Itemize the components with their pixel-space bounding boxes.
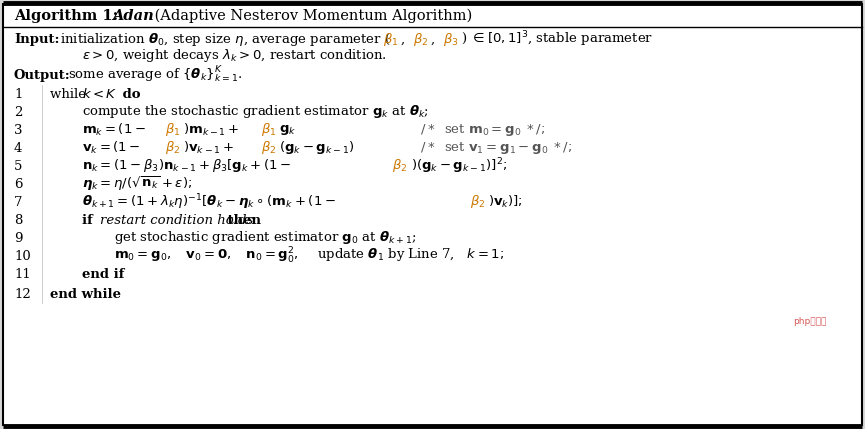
Text: 2: 2 bbox=[14, 106, 22, 118]
Text: compute the stochastic gradient estimator $\mathbf{g}_k$ at $\boldsymbol{\theta}: compute the stochastic gradient estimato… bbox=[82, 103, 429, 121]
Text: $/*\;$ set $\mathbf{m}_0 = \mathbf{g}_0\;*/;$: $/*\;$ set $\mathbf{m}_0 = \mathbf{g}_0\… bbox=[420, 122, 545, 138]
Text: then: then bbox=[223, 214, 261, 227]
Text: Output:: Output: bbox=[14, 69, 71, 82]
Text: $\mathbf{g}_k$: $\mathbf{g}_k$ bbox=[279, 123, 297, 137]
Text: $\beta_2$: $\beta_2$ bbox=[470, 193, 485, 211]
Text: 3: 3 bbox=[14, 124, 22, 136]
Text: $)\mathbf{m}_{k-1} + $: $)\mathbf{m}_{k-1} + $ bbox=[183, 122, 240, 138]
Text: $(\mathbf{g}_k - \mathbf{g}_{k-1})$: $(\mathbf{g}_k - \mathbf{g}_{k-1})$ bbox=[279, 139, 355, 157]
Text: 8: 8 bbox=[14, 214, 22, 227]
Text: if: if bbox=[82, 214, 98, 227]
Text: $\beta_1$: $\beta_1$ bbox=[383, 30, 399, 48]
Text: ) $\in [0,1]^3$, stable parameter: ) $\in [0,1]^3$, stable parameter bbox=[461, 29, 653, 49]
Text: $)\mathbf{v}_{k-1} + $: $)\mathbf{v}_{k-1} + $ bbox=[183, 140, 234, 156]
Text: Input:: Input: bbox=[14, 33, 60, 45]
Text: $\mathbf{m}_0 = \mathbf{g}_0,$   $\mathbf{v}_0 = \mathbf{0},$   $\mathbf{n}_0 = : $\mathbf{m}_0 = \mathbf{g}_0,$ $\mathbf{… bbox=[114, 246, 504, 266]
Text: $\mathbf{m}_k = (1 - $: $\mathbf{m}_k = (1 - $ bbox=[82, 122, 146, 138]
Text: some average of $\{\boldsymbol{\theta}_k\}_{k=1}^{K}$.: some average of $\{\boldsymbol{\theta}_k… bbox=[68, 65, 242, 85]
Text: $\beta_2$: $\beta_2$ bbox=[165, 139, 181, 157]
Text: $\beta_1$: $\beta_1$ bbox=[261, 121, 277, 139]
Text: end if: end if bbox=[82, 268, 125, 281]
Text: end while: end while bbox=[50, 287, 121, 300]
Text: 6: 6 bbox=[14, 178, 22, 190]
Text: 11: 11 bbox=[14, 268, 31, 281]
Text: $)\mathbf{v}_k)];$: $)\mathbf{v}_k)];$ bbox=[488, 194, 522, 210]
Text: $\beta_2$: $\beta_2$ bbox=[413, 30, 428, 48]
Text: 4: 4 bbox=[14, 142, 22, 154]
Text: do: do bbox=[118, 88, 140, 100]
Text: $\beta_3$: $\beta_3$ bbox=[443, 30, 458, 48]
Text: php中文网: php中文网 bbox=[793, 317, 827, 326]
Text: while: while bbox=[50, 88, 90, 100]
Text: $\beta_1$: $\beta_1$ bbox=[165, 121, 181, 139]
Text: ,: , bbox=[431, 33, 439, 45]
Text: $k < K$: $k < K$ bbox=[82, 87, 118, 101]
Text: 7: 7 bbox=[14, 196, 22, 208]
Text: get stochastic gradient estimator $\mathbf{g}_0$ at $\boldsymbol{\theta}_{k+1}$;: get stochastic gradient estimator $\math… bbox=[114, 230, 417, 247]
Text: $)(\mathbf{g}_k - \mathbf{g}_{k-1})]^2;$: $)(\mathbf{g}_k - \mathbf{g}_{k-1})]^2;$ bbox=[411, 156, 507, 176]
Text: $\boldsymbol{\theta}_{k+1} = (1+\lambda_k\eta)^{-1}[\boldsymbol{\theta}_k - \bol: $\boldsymbol{\theta}_{k+1} = (1+\lambda_… bbox=[82, 192, 336, 212]
Text: 9: 9 bbox=[14, 232, 22, 245]
Text: ,: , bbox=[401, 33, 409, 45]
Text: restart condition holds: restart condition holds bbox=[100, 214, 253, 227]
Text: (Adaptive Nesterov Momentum Algorithm): (Adaptive Nesterov Momentum Algorithm) bbox=[150, 9, 472, 23]
Text: $\mathbf{n}_k = (1-\beta_3)\mathbf{n}_{k-1} + \beta_3[\mathbf{g}_k + (1 - $: $\mathbf{n}_k = (1-\beta_3)\mathbf{n}_{k… bbox=[82, 157, 292, 175]
Text: $\mathbf{v}_k = (1 - $: $\mathbf{v}_k = (1 - $ bbox=[82, 140, 141, 156]
Text: 10: 10 bbox=[14, 250, 31, 263]
Text: $/*\;$ set $\mathbf{v}_1 = \mathbf{g}_1 - \mathbf{g}_0\;*/;$: $/*\;$ set $\mathbf{v}_1 = \mathbf{g}_1 … bbox=[420, 140, 572, 156]
Text: $\beta_2$: $\beta_2$ bbox=[261, 139, 277, 157]
Text: $\varepsilon > 0$, weight decays $\lambda_k > 0$, restart condition.: $\varepsilon > 0$, weight decays $\lambd… bbox=[82, 48, 387, 64]
Text: $\beta_2$: $\beta_2$ bbox=[392, 157, 407, 175]
Text: $\boldsymbol{\eta}_k = \eta/(\sqrt{\mathbf{n}_k} + \varepsilon);$: $\boldsymbol{\eta}_k = \eta/(\sqrt{\math… bbox=[82, 175, 192, 193]
Text: initialization $\boldsymbol{\theta}_0$, step size $\eta$, average parameter (: initialization $\boldsymbol{\theta}_0$, … bbox=[60, 30, 390, 48]
Text: Adan: Adan bbox=[112, 9, 154, 23]
Text: Algorithm 1:: Algorithm 1: bbox=[14, 9, 123, 23]
Text: 12: 12 bbox=[14, 287, 31, 300]
Text: 5: 5 bbox=[14, 160, 22, 172]
Text: 1: 1 bbox=[14, 88, 22, 100]
